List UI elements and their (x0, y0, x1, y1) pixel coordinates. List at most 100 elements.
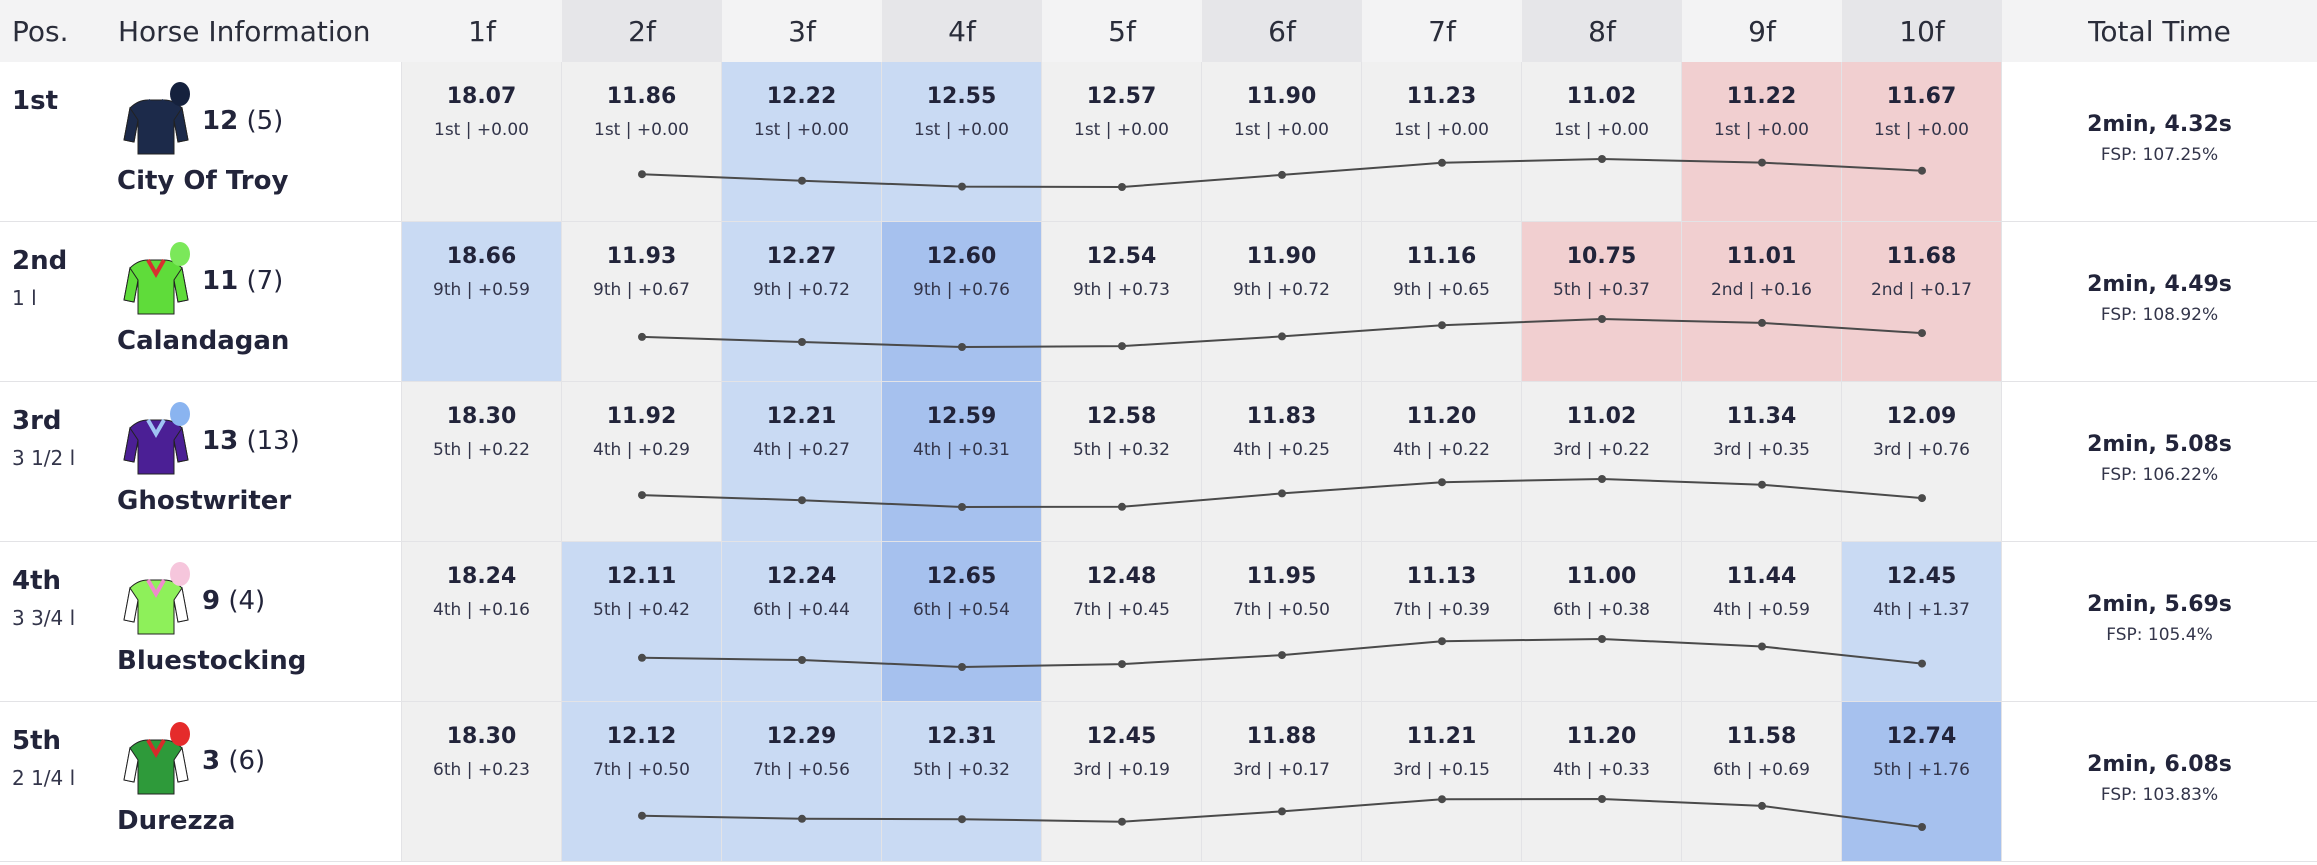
saddlecloth-number: 11 (7) (202, 266, 283, 296)
draw-number: (7) (246, 266, 284, 296)
sectional-time: 11.34 (1726, 404, 1797, 429)
finish-position: 1st (12, 86, 58, 116)
horse-name[interactable]: Durezza (117, 806, 236, 836)
horse-name[interactable]: Calandagan (117, 326, 290, 356)
furlong-header-6f[interactable]: 6f (1202, 0, 1362, 62)
sectional-cell[interactable]: 12.59 4th | +0.31 (882, 382, 1042, 542)
sectional-cell[interactable]: 11.44 4th | +0.59 (1682, 542, 1842, 702)
furlong-header-10f[interactable]: 10f (1842, 0, 2002, 62)
sectional-cell[interactable]: 11.58 6th | +0.69 (1682, 702, 1842, 862)
sectional-time: 18.66 (446, 244, 517, 269)
sectional-cell[interactable]: 12.58 5th | +0.32 (1042, 382, 1202, 542)
draw-number: (5) (246, 106, 284, 136)
sectional-cell[interactable]: 12.45 4th | +1.37 (1842, 542, 2002, 702)
sectional-cell[interactable]: 12.27 9th | +0.72 (722, 222, 882, 382)
sectional-cell[interactable]: 11.21 3rd | +0.15 (1362, 702, 1522, 862)
horse-info-cell (0, 62, 402, 222)
total-time-cell (2002, 222, 2317, 382)
furlong-header-1f[interactable]: 1f (402, 0, 562, 62)
sectional-rank-gap: 4th | +0.31 (913, 440, 1010, 460)
total-time: 2min, 5.08s FSP: 106.22% (2002, 432, 2317, 485)
sectional-cell[interactable]: 12.12 7th | +0.50 (562, 702, 722, 862)
sectional-time: 12.45 (1086, 724, 1157, 749)
sectional-cell[interactable]: 18.24 4th | +0.16 (402, 542, 562, 702)
furlong-header-8f[interactable]: 8f (1522, 0, 1682, 62)
horse-info-cell (0, 382, 402, 542)
sectional-cell[interactable]: 12.29 7th | +0.56 (722, 702, 882, 862)
sectional-time: 12.24 (766, 564, 837, 589)
sectional-cell[interactable]: 12.48 7th | +0.45 (1042, 542, 1202, 702)
sectional-time: 11.13 (1406, 564, 1477, 589)
total-time: 2min, 5.69s FSP: 105.4% (2002, 592, 2317, 645)
horse-name[interactable]: Ghostwriter (117, 486, 292, 516)
sectional-cell[interactable]: 11.90 1st | +0.00 (1202, 62, 1362, 222)
furlong-header-5f[interactable]: 5f (1042, 0, 1202, 62)
sectional-cell[interactable]: 11.22 1st | +0.00 (1682, 62, 1842, 222)
sectional-rank-gap: 6th | +0.23 (433, 760, 530, 780)
sectional-time: 18.30 (446, 724, 517, 749)
sectional-cell[interactable]: 12.31 5th | +0.32 (882, 702, 1042, 862)
sectional-cell[interactable]: 12.57 1st | +0.00 (1042, 62, 1202, 222)
jockey-silk-icon (123, 242, 190, 315)
sectional-time: 11.00 (1566, 564, 1637, 589)
sectional-cell[interactable]: 11.02 1st | +0.00 (1522, 62, 1682, 222)
sectional-cell[interactable]: 12.60 9th | +0.76 (882, 222, 1042, 382)
sectional-cell[interactable]: 11.90 9th | +0.72 (1202, 222, 1362, 382)
sectional-cell[interactable]: 11.83 4th | +0.25 (1202, 382, 1362, 542)
horse-number: 12 (202, 106, 239, 136)
sectional-cell[interactable]: 12.54 9th | +0.73 (1042, 222, 1202, 382)
sectional-cell[interactable]: 11.20 4th | +0.33 (1522, 702, 1682, 862)
sectional-cell[interactable]: 10.75 5th | +0.37 (1522, 222, 1682, 382)
total-time-value: 2min, 4.32s (2087, 112, 2232, 137)
sectional-cell[interactable]: 11.13 7th | +0.39 (1362, 542, 1522, 702)
sectional-cell[interactable]: 12.22 1st | +0.00 (722, 62, 882, 222)
sectional-rank-gap: 5th | +0.37 (1553, 280, 1650, 300)
sectional-cell[interactable]: 12.21 4th | +0.27 (722, 382, 882, 542)
sectional-cell[interactable]: 12.09 3rd | +0.76 (1842, 382, 2002, 542)
horse-number: 13 (202, 426, 239, 456)
sectional-cell[interactable]: 11.02 3rd | +0.22 (1522, 382, 1682, 542)
sectional-cell[interactable]: 11.00 6th | +0.38 (1522, 542, 1682, 702)
sectional-cell[interactable]: 18.07 1st | +0.00 (402, 62, 562, 222)
sectional-cell[interactable]: 11.86 1st | +0.00 (562, 62, 722, 222)
sectional-cell[interactable]: 12.74 5th | +1.76 (1842, 702, 2002, 862)
furlong-header-2f[interactable]: 2f (562, 0, 722, 62)
sectional-cell[interactable]: 18.30 5th | +0.22 (402, 382, 562, 542)
sectional-cell[interactable]: 11.67 1st | +0.00 (1842, 62, 2002, 222)
draw-number: (6) (228, 746, 266, 776)
sectional-cell[interactable]: 11.93 9th | +0.67 (562, 222, 722, 382)
horse-name[interactable]: Bluestocking (117, 646, 307, 676)
furlong-header-7f[interactable]: 7f (1362, 0, 1522, 62)
sectional-cell[interactable]: 18.30 6th | +0.23 (402, 702, 562, 862)
sectional-time: 11.83 (1246, 404, 1317, 429)
horse-name[interactable]: City Of Troy (117, 166, 289, 196)
sectional-time: 12.54 (1086, 244, 1157, 269)
sectional-cell[interactable]: 11.23 1st | +0.00 (1362, 62, 1522, 222)
sectional-time: 18.07 (446, 84, 517, 109)
furlong-header-4f[interactable]: 4f (882, 0, 1042, 62)
sectional-rank-gap: 4th | +0.27 (753, 440, 850, 460)
sectional-rank-gap: 5th | +0.42 (593, 600, 690, 620)
sectional-cell[interactable]: 11.34 3rd | +0.35 (1682, 382, 1842, 542)
sectional-rank-gap: 4th | +0.33 (1553, 760, 1650, 780)
sectional-cell[interactable]: 18.66 9th | +0.59 (402, 222, 562, 382)
furlong-header-3f[interactable]: 3f (722, 0, 882, 62)
furlong-header-9f[interactable]: 9f (1682, 0, 1842, 62)
sectional-rank-gap: 7th | +0.50 (1233, 600, 1330, 620)
beaten-distance: 2 1/4 l (12, 766, 76, 790)
sectional-time: 11.88 (1246, 724, 1317, 749)
sectional-cell[interactable]: 11.16 9th | +0.65 (1362, 222, 1522, 382)
sectional-cell[interactable]: 12.11 5th | +0.42 (562, 542, 722, 702)
sectional-cell[interactable]: 12.65 6th | +0.54 (882, 542, 1042, 702)
sectional-cell[interactable]: 11.20 4th | +0.22 (1362, 382, 1522, 542)
sectional-cell[interactable]: 11.88 3rd | +0.17 (1202, 702, 1362, 862)
sectional-cell[interactable]: 11.68 2nd | +0.17 (1842, 222, 2002, 382)
sectional-cell[interactable]: 11.01 2nd | +0.16 (1682, 222, 1842, 382)
sectional-cell[interactable]: 12.55 1st | +0.00 (882, 62, 1042, 222)
sectional-cell[interactable]: 11.95 7th | +0.50 (1202, 542, 1362, 702)
jockey-silk-icon (123, 562, 190, 635)
sectional-cell[interactable]: 11.92 4th | +0.29 (562, 382, 722, 542)
total-time-header[interactable]: Total Time (2088, 14, 2231, 48)
sectional-cell[interactable]: 12.24 6th | +0.44 (722, 542, 882, 702)
sectional-cell[interactable]: 12.45 3rd | +0.19 (1042, 702, 1202, 862)
